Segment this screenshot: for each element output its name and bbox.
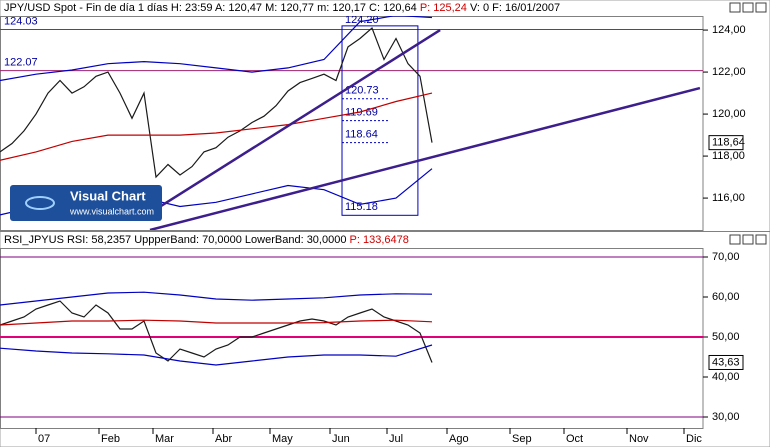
x-tick-label: Abr xyxy=(215,433,232,445)
price-plot: 124.03122.07124.20120.73119.69118.64115.… xyxy=(0,15,703,230)
x-tick-label: Jun xyxy=(332,433,350,445)
level-label: 124.03 xyxy=(4,15,38,27)
x-tick-label: Nov xyxy=(629,433,649,445)
y-tick-label: 50,00 xyxy=(712,331,740,343)
level-label: 122.07 xyxy=(4,57,38,69)
y-tick-label: 122,00 xyxy=(712,66,746,78)
logo: Visual Chart www.visualchart.com xyxy=(10,185,162,221)
y-tick-label: 40,00 xyxy=(712,371,740,383)
axes: 116,00 118,00 120,00 122,00 124,00 118,64 30,0… xyxy=(35,24,746,445)
last-value-box xyxy=(708,354,744,370)
x-tick-label: Jul xyxy=(389,433,403,445)
fib-label: 115.18 xyxy=(345,201,378,213)
x-tick-label: Mar xyxy=(155,433,174,445)
series-line xyxy=(0,16,433,82)
x-tick-label: Ago xyxy=(449,433,469,445)
logo-title: Visual Chart xyxy=(70,188,146,203)
last-value-label: 43,63 xyxy=(712,356,740,368)
x-tick-label: May xyxy=(272,433,293,445)
window-buttons[interactable] xyxy=(729,2,767,245)
series-line xyxy=(0,344,433,366)
x-tick-label: Sep xyxy=(512,433,532,445)
x-tick-label: Feb xyxy=(101,433,120,445)
header-info: JPY/USD Spot - Fin de día 1 días H: 23:5… xyxy=(4,2,420,14)
y-tick-label: 70,00 xyxy=(712,251,740,263)
rsi-header-price: P: 133,6478 xyxy=(350,234,409,246)
series-line xyxy=(0,319,433,326)
y-tick-label: 116,00 xyxy=(712,192,745,204)
y-tick-label: 118,00 xyxy=(712,150,745,162)
rsi-plot xyxy=(0,256,703,418)
fib-label: 118.64 xyxy=(345,129,378,141)
header: JPY/USD Spot - Fin de día 1 días H: 23:5… xyxy=(4,2,560,14)
price-panel xyxy=(0,16,704,231)
x-tick-label: 07 xyxy=(38,433,50,445)
series-line xyxy=(0,92,433,161)
rsi-header-info: RSI_JPYUS RSI: 58,2357 UppperBand: 70,00… xyxy=(4,234,350,246)
series-line xyxy=(0,300,433,363)
fib-label: 120.73 xyxy=(345,85,379,97)
x-tick-label: Dic xyxy=(686,433,702,445)
logo-url: www.visualchart.com xyxy=(69,206,154,216)
header-price: P: 125,24 xyxy=(420,2,467,14)
y-tick-label: 124,00 xyxy=(712,24,746,36)
y-tick-label: 60,00 xyxy=(712,291,740,303)
series-line xyxy=(0,291,433,306)
trendline xyxy=(149,29,441,215)
last-value-box xyxy=(708,135,744,151)
y-tick-label: 30,00 xyxy=(712,411,740,423)
series-line xyxy=(0,26,433,179)
trendline xyxy=(149,86,701,230)
last-value-label: 118,64 xyxy=(712,137,745,149)
y-tick-label: 120,00 xyxy=(712,108,746,120)
x-tick-label: Oct xyxy=(566,433,583,445)
rsi-header: RSI_JPYUS RSI: 58,2357 UppperBand: 70,00… xyxy=(4,234,409,246)
header-tail: V: 0 F: 16/01/2007 xyxy=(467,2,560,14)
rsi-panel xyxy=(0,248,704,429)
